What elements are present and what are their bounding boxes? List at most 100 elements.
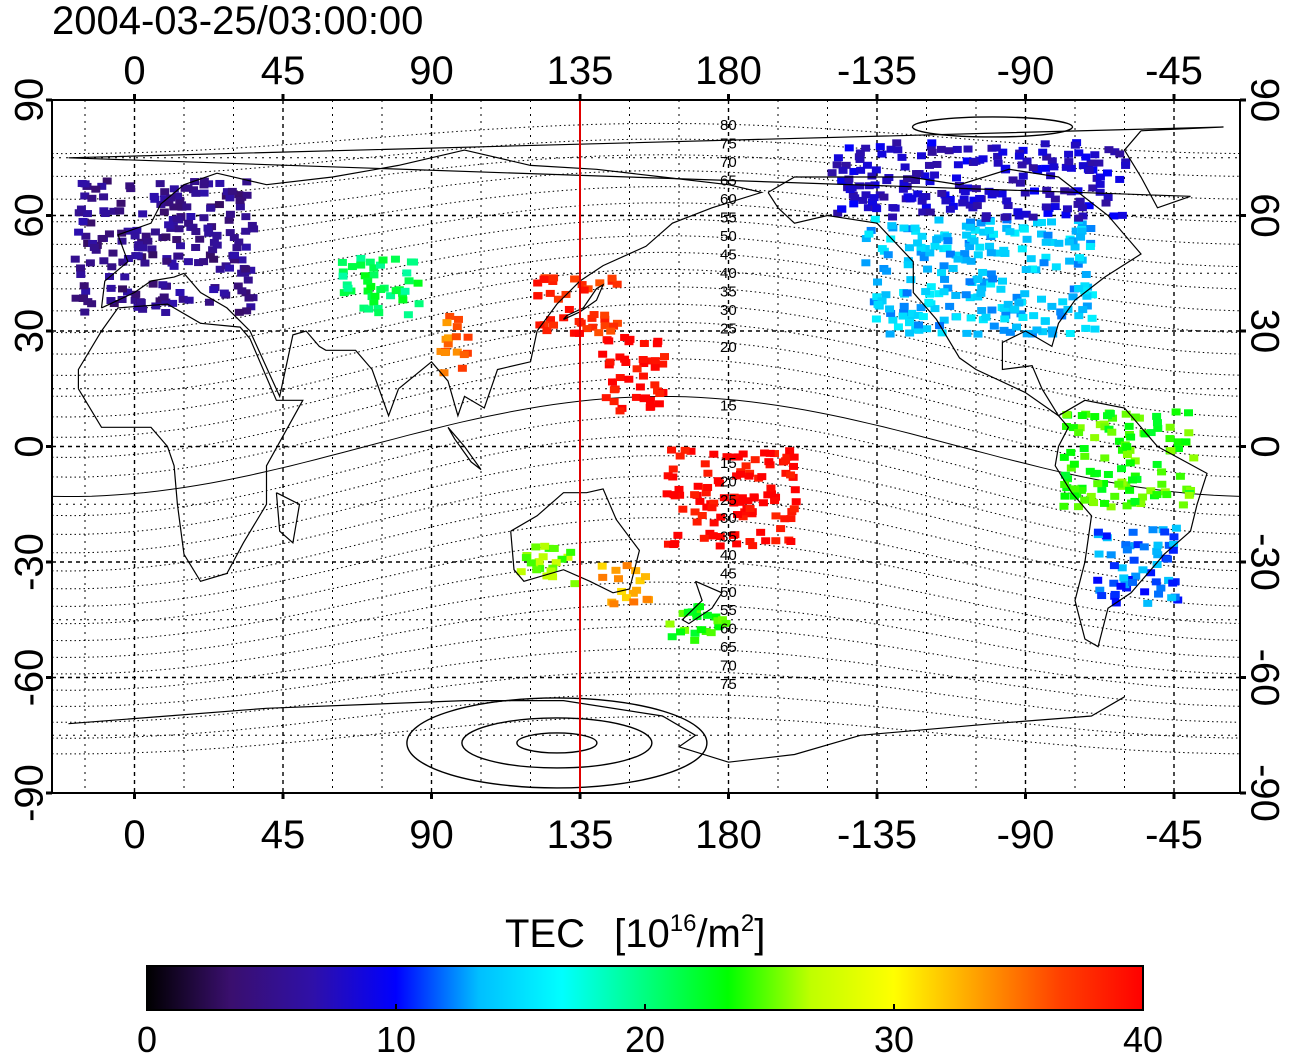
tec-cell bbox=[1101, 532, 1111, 540]
tec-cell bbox=[872, 205, 882, 213]
tec-cell bbox=[1115, 150, 1125, 158]
tec-cell bbox=[916, 243, 926, 251]
tec-cell bbox=[242, 307, 252, 315]
tec-cell bbox=[1054, 239, 1064, 247]
tec-cell bbox=[1128, 528, 1138, 536]
tec-cell bbox=[1050, 203, 1060, 211]
tec-cell bbox=[893, 146, 903, 154]
tec-cell bbox=[1093, 528, 1103, 536]
tec-cell bbox=[1087, 291, 1097, 299]
tec-cell bbox=[1047, 302, 1057, 310]
tec-cell bbox=[699, 534, 709, 542]
tec-cell bbox=[631, 393, 641, 401]
tec-cell bbox=[770, 497, 780, 505]
tec-cell bbox=[624, 338, 634, 346]
tec-cell bbox=[943, 237, 953, 245]
tec-cell bbox=[674, 485, 684, 493]
tec-cell bbox=[1109, 579, 1119, 587]
tec-cell bbox=[173, 192, 183, 200]
tec-cell bbox=[1122, 451, 1132, 459]
tec-cell bbox=[692, 612, 702, 620]
tec-cell bbox=[765, 449, 775, 457]
y-tick-label-left: -90 bbox=[8, 764, 52, 822]
tec-cell bbox=[199, 214, 209, 222]
tec-cell bbox=[1085, 242, 1095, 250]
tec-cell bbox=[975, 243, 985, 251]
tec-cell bbox=[977, 284, 987, 292]
x-axis-bottom-labels: 0 45 90 135 180 -135 -90 -45 bbox=[123, 813, 1203, 857]
contour-label: 20 bbox=[720, 473, 737, 490]
tec-cell bbox=[948, 264, 958, 272]
x-tick-label-top: -45 bbox=[1145, 49, 1203, 93]
tec-cell bbox=[1020, 189, 1030, 197]
tec-cell bbox=[844, 144, 854, 152]
tec-cell bbox=[108, 249, 118, 257]
tec-cell bbox=[888, 316, 898, 324]
tec-cell bbox=[215, 265, 225, 273]
tec-cell bbox=[913, 311, 923, 319]
tec-cell bbox=[1040, 317, 1050, 325]
tec-cell bbox=[917, 197, 927, 205]
tec-cell bbox=[115, 207, 125, 215]
tec-cell bbox=[1073, 187, 1083, 195]
tec-cell bbox=[1028, 265, 1038, 273]
tec-cell bbox=[1109, 212, 1119, 220]
tec-cell bbox=[1071, 227, 1081, 235]
tec-cell bbox=[645, 396, 655, 404]
tec-cell bbox=[1154, 590, 1164, 598]
contour-line bbox=[52, 138, 1240, 177]
tec-cell bbox=[150, 228, 160, 236]
tec-cell bbox=[598, 573, 608, 581]
tec-cell bbox=[516, 568, 526, 576]
tec-cell bbox=[81, 232, 91, 240]
tec-cell bbox=[927, 148, 937, 156]
tec-cell bbox=[413, 279, 423, 287]
tec-cell bbox=[1114, 480, 1124, 488]
tec-cell bbox=[951, 291, 961, 299]
tec-cell bbox=[937, 269, 947, 277]
tec-cell bbox=[1064, 238, 1074, 246]
tec-cell bbox=[635, 383, 645, 391]
tec-cell bbox=[638, 372, 648, 380]
tec-cell bbox=[702, 611, 712, 619]
x-tick-label-bottom: 135 bbox=[547, 813, 614, 857]
tec-cell bbox=[922, 325, 932, 333]
tec-cell bbox=[546, 567, 556, 575]
tec-cell bbox=[184, 296, 194, 304]
tec-cell bbox=[369, 271, 379, 279]
tec-cell bbox=[378, 256, 388, 264]
tec-cell bbox=[984, 226, 994, 234]
tec-cell bbox=[225, 229, 235, 237]
tec-cell bbox=[1122, 502, 1132, 510]
tec-cell bbox=[1000, 213, 1010, 221]
tec-cell bbox=[740, 508, 750, 516]
tec-cell bbox=[750, 456, 760, 464]
tec-cell bbox=[402, 269, 412, 277]
tec-cell bbox=[937, 329, 947, 337]
tec-cell bbox=[138, 210, 148, 218]
tec-cell bbox=[1094, 550, 1104, 558]
tec-cell bbox=[989, 230, 999, 238]
tec-cell bbox=[690, 629, 700, 637]
tec-cell bbox=[936, 145, 946, 153]
tec-cell bbox=[138, 244, 148, 252]
tec-cell bbox=[892, 139, 902, 147]
tec-cell bbox=[916, 248, 926, 256]
tec-cell bbox=[1049, 163, 1059, 171]
tec-cell bbox=[1068, 293, 1078, 301]
tec-cell bbox=[1058, 298, 1068, 306]
tec-cell bbox=[662, 490, 672, 498]
tec-cell bbox=[97, 235, 107, 243]
tec-cell bbox=[690, 636, 700, 644]
tec-cell bbox=[77, 179, 87, 187]
tec-cell bbox=[1048, 330, 1058, 338]
tec-cell bbox=[1171, 524, 1181, 532]
tec-cell bbox=[729, 493, 739, 501]
tec-cell bbox=[445, 312, 455, 320]
tec-cell bbox=[885, 330, 895, 338]
tec-cell bbox=[1099, 499, 1109, 507]
tec-cell bbox=[204, 298, 214, 306]
tec-cell bbox=[1027, 330, 1037, 338]
tec-cell bbox=[937, 189, 947, 197]
tec-cell bbox=[973, 330, 983, 338]
